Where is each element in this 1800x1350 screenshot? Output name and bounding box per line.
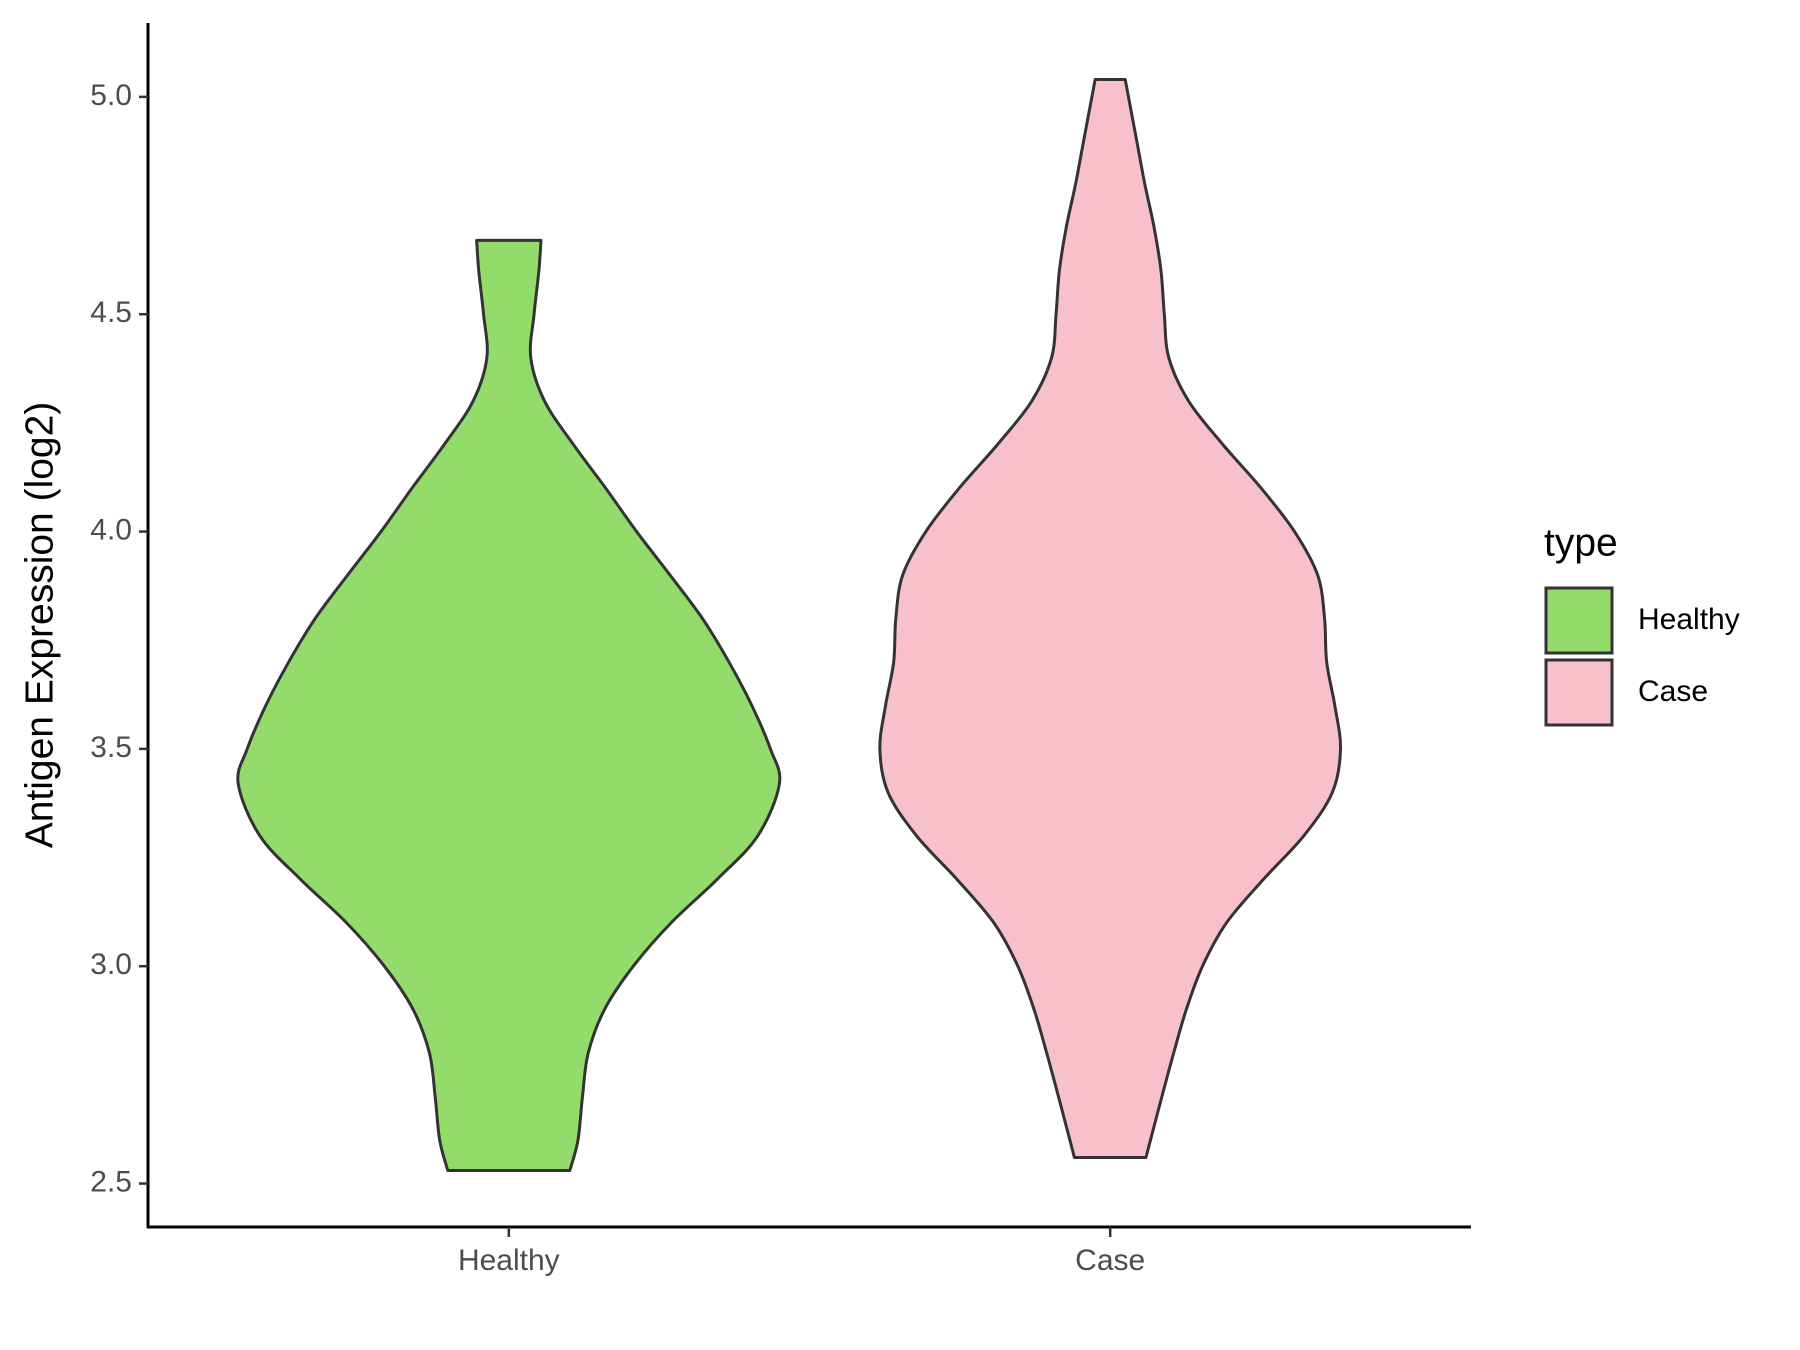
violin — [236, 238, 782, 1172]
legend-label: Case — [1638, 675, 1708, 708]
y-tick-label: 4.0 — [90, 513, 132, 546]
y-tick-label: 2.5 — [90, 1165, 132, 1198]
legend-title: type — [1544, 521, 1618, 564]
violin — [878, 78, 1343, 1159]
x-tick-label: Healthy — [458, 1244, 560, 1277]
y-tick-label: 5.0 — [90, 79, 132, 112]
legend-label: Healthy — [1638, 603, 1740, 636]
legend-key — [1544, 586, 1614, 655]
y-axis-title: Antigen Expression (log2) — [18, 402, 61, 849]
x-tick-label: Case — [1075, 1244, 1145, 1277]
legend-key — [1544, 658, 1614, 727]
y-tick-label: 3.0 — [90, 948, 132, 981]
y-tick-label: 3.5 — [90, 731, 132, 764]
y-tick-label: 4.5 — [90, 296, 132, 329]
